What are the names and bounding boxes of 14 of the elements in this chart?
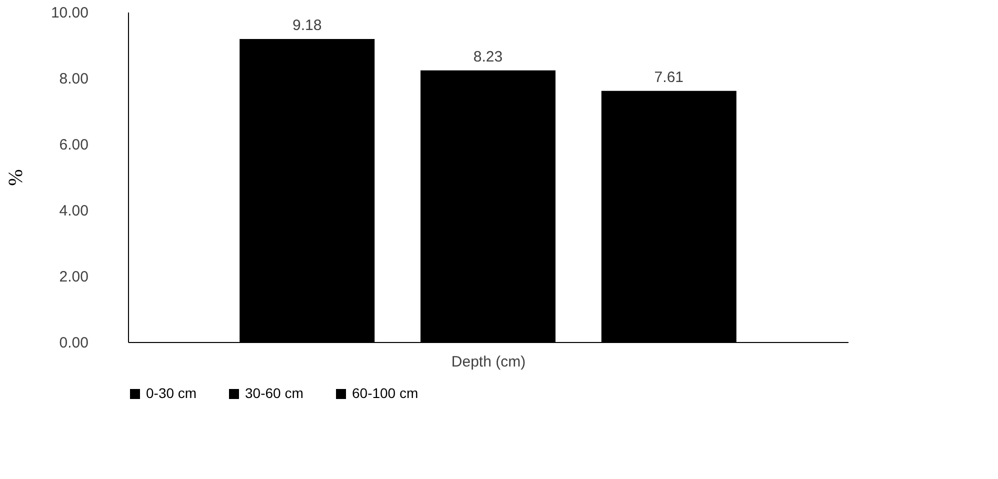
- data-label: 7.61: [654, 68, 684, 86]
- y-tick-label: 2.00: [59, 268, 88, 286]
- data-label: 8.23: [473, 48, 503, 66]
- y-tick-label: 8.00: [59, 70, 88, 88]
- y-axis-title: %: [4, 169, 27, 186]
- x-axis-title: Depth (cm): [451, 354, 526, 370]
- legend-label: 0-30 cm: [146, 385, 197, 401]
- y-tick-label: 0.00: [59, 334, 88, 352]
- legend-label: 60-100 cm: [352, 385, 418, 401]
- y-tick-label: 4.00: [59, 202, 88, 220]
- y-tick-label: 6.00: [59, 136, 88, 154]
- legend-label: 30-60 cm: [245, 385, 304, 401]
- y-tick-label: 10.00: [50, 4, 88, 22]
- data-label: 9.18: [292, 17, 322, 34]
